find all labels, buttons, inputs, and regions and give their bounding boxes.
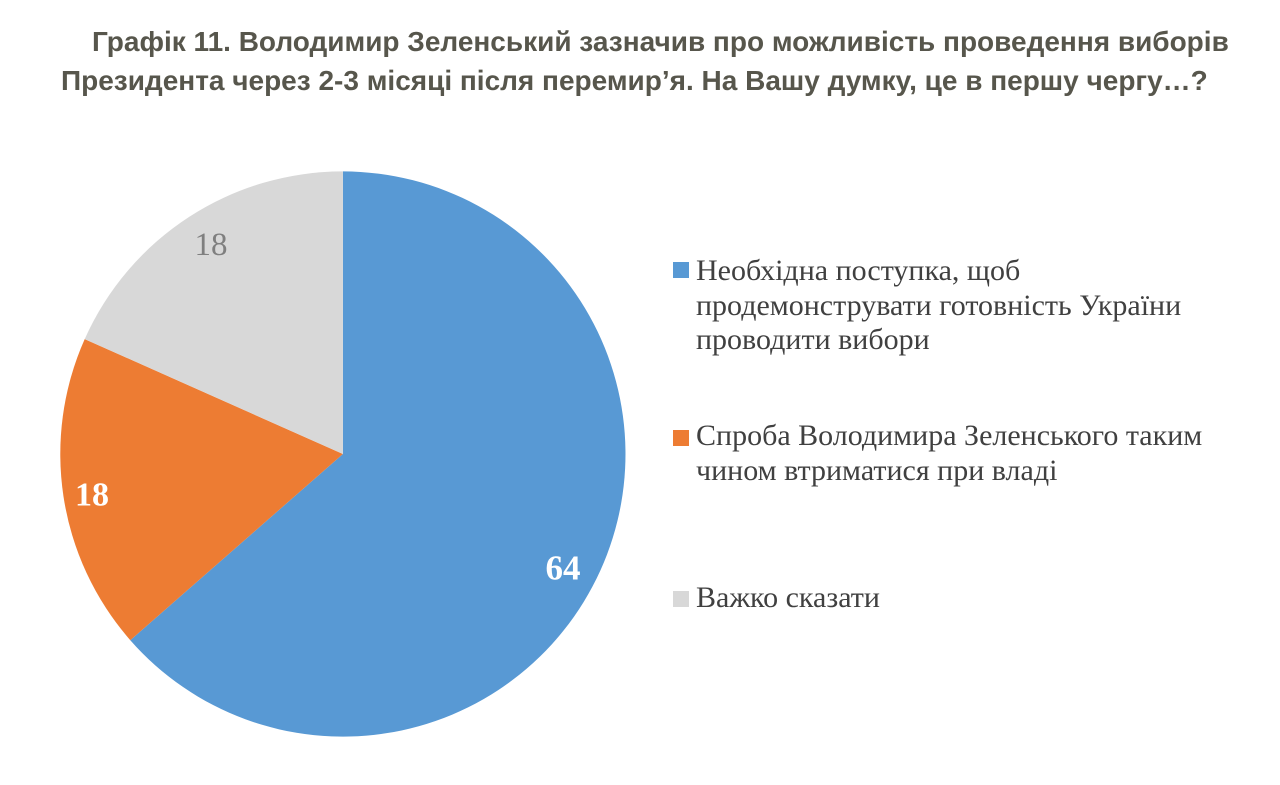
svg-text:18: 18 (195, 227, 228, 263)
svg-text:18: 18 (75, 477, 109, 514)
svg-text:64: 64 (546, 549, 581, 588)
